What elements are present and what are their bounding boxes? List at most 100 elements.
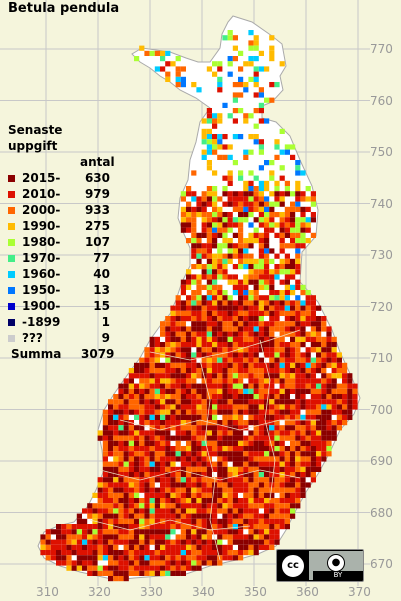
occurrence-cell <box>50 550 56 556</box>
cc-license-badge[interactable]: cc ● BY <box>276 549 364 582</box>
occurrence-cell <box>196 87 202 93</box>
occurrence-cell <box>321 425 327 431</box>
occurrence-cell <box>71 565 77 571</box>
occurrence-cell <box>76 529 82 535</box>
occurrence-cell <box>108 498 114 504</box>
occurrence-cell <box>279 508 285 514</box>
occurrence-cell <box>238 529 244 535</box>
occurrence-cell <box>284 524 290 530</box>
occurrence-cell <box>128 560 134 566</box>
occurrence-cell <box>212 430 218 436</box>
occurrence-cell <box>139 388 145 394</box>
occurrence-cell <box>326 404 332 410</box>
occurrence-cell <box>243 113 249 119</box>
occurrence-cell <box>227 144 233 150</box>
occurrence-cell <box>274 498 280 504</box>
occurrence-cell <box>212 232 218 238</box>
occurrence-cell <box>258 446 264 452</box>
occurrence-cell <box>300 472 306 478</box>
occurrence-cell <box>253 466 259 472</box>
occurrence-cell <box>290 243 296 249</box>
occurrence-cell <box>191 227 197 233</box>
occurrence-cell <box>191 529 197 535</box>
occurrence-cell <box>108 576 114 582</box>
occurrence-cell <box>165 321 171 327</box>
occurrence-cell <box>144 362 150 368</box>
occurrence-cell <box>201 394 207 400</box>
occurrence-cell <box>284 191 290 197</box>
occurrence-cell <box>201 139 207 145</box>
occurrence-cell <box>139 482 145 488</box>
legend-label: 2010- <box>22 187 61 201</box>
occurrence-cell <box>66 550 72 556</box>
occurrence-cell <box>206 534 212 540</box>
occurrence-cell <box>232 472 238 478</box>
occurrence-cell <box>196 409 202 415</box>
occurrence-cell <box>186 414 192 420</box>
occurrence-cell <box>175 539 181 545</box>
occurrence-cell <box>212 498 218 504</box>
occurrence-cell <box>238 555 244 561</box>
occurrence-cell <box>217 420 223 426</box>
occurrence-cell <box>321 404 327 410</box>
occurrence-cell <box>274 487 280 493</box>
occurrence-cell <box>206 430 212 436</box>
occurrence-cell <box>206 524 212 530</box>
occurrence-cell <box>342 383 348 389</box>
occurrence-cell <box>217 321 223 327</box>
occurrence-cell <box>274 409 280 415</box>
occurrence-cell <box>123 456 129 462</box>
occurrence-cell <box>217 503 223 509</box>
occurrence-cell <box>191 544 197 550</box>
occurrence-cell <box>243 477 249 483</box>
occurrence-cell <box>180 472 186 478</box>
occurrence-cell <box>212 487 218 493</box>
occurrence-cell <box>201 466 207 472</box>
occurrence-cell <box>274 310 280 316</box>
occurrence-cell <box>118 451 124 457</box>
occurrence-cell <box>175 414 181 420</box>
occurrence-cell <box>290 383 296 389</box>
occurrence-cell <box>253 342 259 348</box>
occurrence-cell <box>274 404 280 410</box>
occurrence-cell <box>326 409 332 415</box>
occurrence-cell <box>113 498 119 504</box>
occurrence-cell <box>196 373 202 379</box>
occurrence-cell <box>253 472 259 478</box>
occurrence-cell <box>279 446 285 452</box>
occurrence-cell <box>284 186 290 192</box>
occurrence-cell <box>253 420 259 426</box>
occurrence-cell <box>352 388 358 394</box>
occurrence-cell <box>201 508 207 514</box>
occurrence-cell <box>118 492 124 498</box>
occurrence-cell <box>175 321 181 327</box>
occurrence-cell <box>222 394 228 400</box>
occurrence-cell <box>238 451 244 457</box>
occurrence-cell <box>284 232 290 238</box>
occurrence-cell <box>165 383 171 389</box>
occurrence-cell <box>139 560 145 566</box>
occurrence-cell <box>274 430 280 436</box>
occurrence-cell <box>217 274 223 280</box>
occurrence-cell <box>191 243 197 249</box>
occurrence-cell <box>310 368 316 374</box>
occurrence-cell <box>165 570 171 576</box>
occurrence-cell <box>113 466 119 472</box>
occurrence-cell <box>258 269 264 275</box>
occurrence-cell <box>321 414 327 420</box>
occurrence-cell <box>310 409 316 415</box>
occurrence-cell <box>248 409 254 415</box>
occurrence-cell <box>175 326 181 332</box>
occurrence-cell <box>87 529 93 535</box>
occurrence-cell <box>295 430 301 436</box>
occurrence-cell <box>212 149 218 155</box>
occurrence-cell <box>305 336 311 342</box>
occurrence-cell <box>284 305 290 311</box>
occurrence-cell <box>258 326 264 332</box>
occurrence-cell <box>253 331 259 337</box>
occurrence-cell <box>342 388 348 394</box>
occurrence-cell <box>227 217 233 223</box>
occurrence-cell <box>180 66 186 72</box>
legend-swatch <box>8 222 15 230</box>
occurrence-cell <box>253 217 259 223</box>
